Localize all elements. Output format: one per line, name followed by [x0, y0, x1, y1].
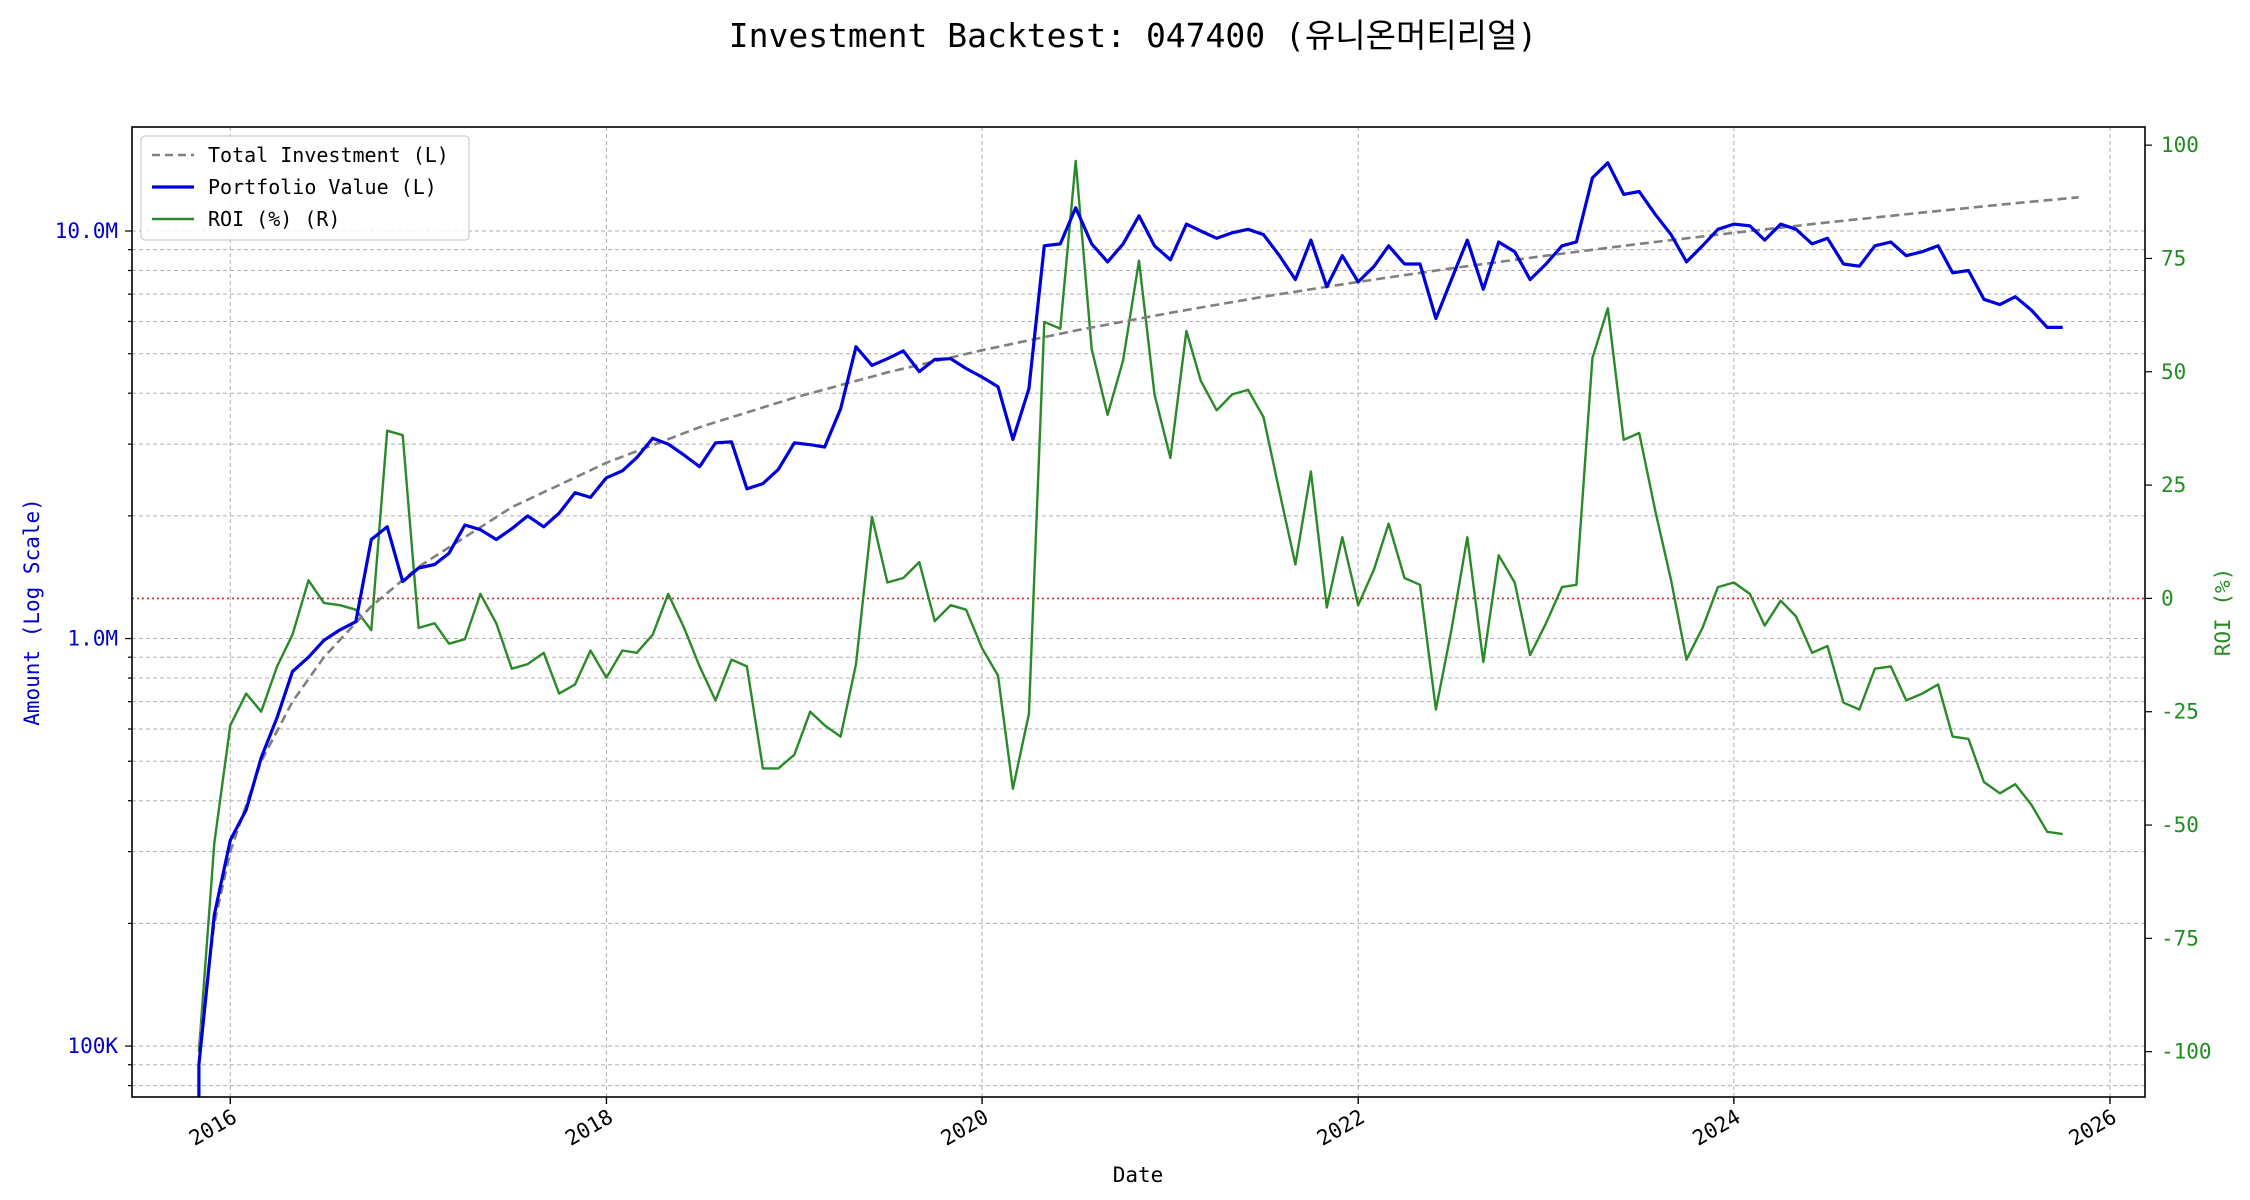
left-tick-label: 10.0M: [55, 219, 118, 243]
legend-box: [140, 135, 470, 241]
x-axis-label: Date: [1113, 1163, 1164, 1187]
right-tick-label: -100: [2161, 1040, 2212, 1064]
right-tick-label: 75: [2161, 246, 2186, 270]
right-tick-label: 0: [2161, 586, 2174, 610]
left-axis-label: Amount (Log Scale): [20, 498, 44, 726]
left-tick-label: 100K: [67, 1034, 118, 1058]
grid-layer: [132, 127, 2145, 1097]
right-tick-label: -75: [2161, 926, 2199, 950]
legend-label: ROI (%) (R): [208, 207, 340, 231]
chart-title: Investment Backtest: 047400 (유니온머티리얼): [729, 16, 1538, 55]
legend-label: Total Investment (L): [208, 143, 449, 167]
series-layer: [197, 159, 2079, 1097]
x-tick-label: 2022: [1313, 1105, 1369, 1151]
right-tick-label: -25: [2161, 700, 2199, 724]
right-tick-label: 25: [2161, 473, 2186, 497]
x-tick-label: 2016: [185, 1105, 241, 1151]
right-axis-label: ROI (%): [2211, 568, 2235, 657]
right-tick-label: 100: [2161, 133, 2199, 157]
x-tick-label: 2020: [937, 1105, 993, 1151]
axes-layer: 2016 2018 2020 2022 2024 2026 100K 1.0M 10.0M -10…: [55, 133, 2212, 1150]
plot-frame: [131, 126, 2146, 1098]
left-tick-label: 1.0M: [67, 627, 118, 651]
right-tick-label: -50: [2161, 813, 2199, 837]
total-investment-line: [197, 196, 2079, 1047]
portfolio-value-line: [197, 161, 2063, 1097]
roi-line: [197, 159, 2063, 1052]
right-tick-label: 50: [2161, 360, 2186, 384]
legend: Total Investment (L) Portfolio Value (L) R…: [140, 135, 470, 241]
x-tick-label: 2024: [1689, 1105, 1745, 1151]
legend-label: Portfolio Value (L): [208, 175, 437, 199]
x-tick-label: 2018: [561, 1105, 617, 1151]
x-tick-label: 2026: [2065, 1105, 2121, 1151]
